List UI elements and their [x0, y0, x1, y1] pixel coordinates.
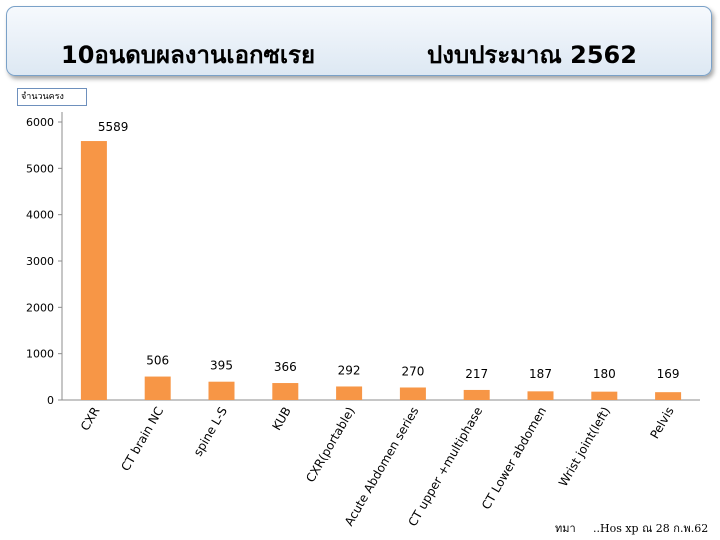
x-tick-label: CT brain NC	[118, 405, 166, 474]
data-label: 169	[657, 367, 680, 381]
x-tick-label: spine L-S	[191, 405, 230, 459]
x-tick-label: Pelvis	[647, 405, 676, 442]
x-tick-label: CXR(portable)	[303, 405, 357, 485]
x-tick-label: CT upper +multiphase	[405, 405, 485, 529]
source-label: ทมา	[555, 522, 576, 535]
data-label: 217	[465, 367, 488, 381]
y-tick-label: 4000	[26, 209, 54, 222]
bar	[144, 376, 171, 400]
x-tick-label: KUB	[269, 405, 293, 433]
data-label: 270	[401, 364, 424, 378]
bar	[272, 383, 299, 400]
bar	[399, 387, 426, 400]
y-tick-label: 6000	[26, 116, 54, 129]
y-axis-label: จำนวนครง	[17, 88, 87, 106]
source-note: ..Hos xp ณ 28 ก.พ.62	[593, 522, 709, 535]
bar	[591, 391, 618, 400]
y-tick-label: 3000	[26, 255, 54, 268]
data-label: 366	[274, 360, 297, 374]
data-label: 506	[146, 354, 169, 368]
title-banner: 10อนดบผลงานเอกซเรย ปงบประมาณ 2562	[6, 6, 712, 76]
bar	[655, 392, 682, 400]
data-label: 395	[210, 359, 233, 373]
x-tick-label: CXR	[78, 405, 103, 434]
bar	[208, 381, 235, 400]
bar	[336, 386, 363, 400]
bar	[80, 141, 107, 400]
x-tick-label: CT Lower abdomen	[479, 405, 549, 512]
y-tick-label: 5000	[26, 162, 54, 175]
data-label: 187	[529, 367, 552, 381]
bar	[527, 391, 554, 400]
data-label: 180	[593, 367, 616, 381]
fiscal-year-title: ปงบประมาณ 2562	[427, 41, 637, 69]
data-label: 292	[338, 363, 361, 377]
y-tick-label: 2000	[26, 301, 54, 314]
x-tick-label: Acute Abdomen series	[342, 405, 422, 529]
data-label: 5589	[98, 120, 129, 134]
bar	[463, 389, 490, 400]
y-tick-label: 1000	[26, 348, 54, 361]
x-tick-label: Wrist joint(left)	[556, 405, 613, 489]
chart-title: 10อนดบผลงานเอกซเรย	[61, 41, 316, 69]
y-tick-label: 0	[47, 394, 54, 407]
